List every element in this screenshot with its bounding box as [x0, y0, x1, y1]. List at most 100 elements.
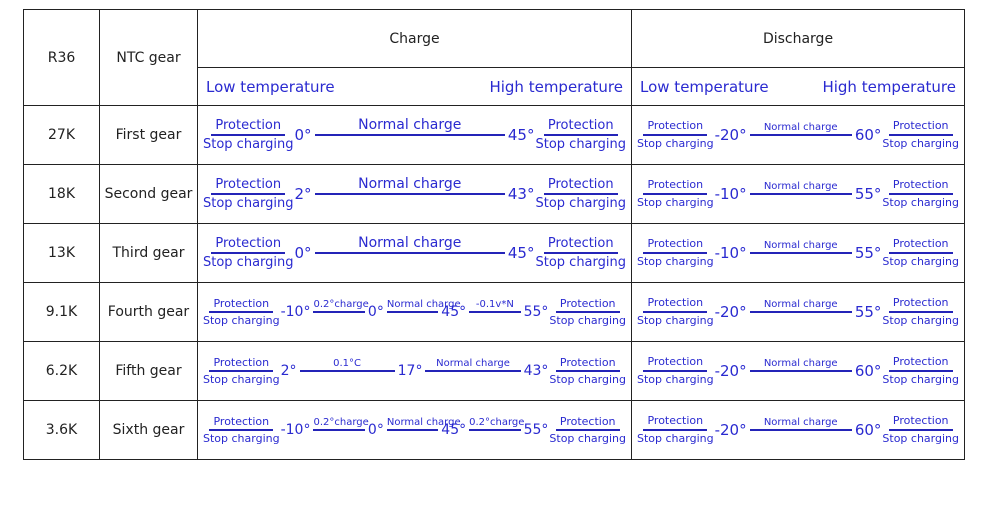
stop-label: Stop charging — [203, 255, 294, 270]
stop-label: Stop charging — [549, 432, 626, 445]
protection: Protection Stop charging — [535, 235, 626, 271]
range-line: Normal charge — [749, 358, 852, 372]
protection: Protection Stop charging — [549, 414, 626, 446]
discharge-cell: Protection Stop charging -20° Normal charge… — [631, 400, 965, 460]
temperature: -10° — [280, 422, 311, 438]
stop-label: Stop charging — [637, 196, 714, 209]
stop-label: Stop charging — [203, 314, 280, 327]
protection-label: Protection — [209, 414, 274, 431]
charge-cell: Protection Stop charging 0° Normal charge 45… — [197, 105, 632, 165]
protection: Protection Stop charging — [549, 355, 626, 387]
protection-label: Protection — [543, 176, 618, 195]
protection-label: Protection — [888, 236, 953, 254]
protection: Protection Stop charging — [535, 176, 626, 212]
gear-cell: Fifth gear — [99, 341, 198, 401]
protection: Protection Stop charging — [882, 354, 959, 388]
discharge-cell: Protection Stop charging -10° Normal charge… — [631, 223, 965, 283]
stop-label: Stop charging — [203, 432, 280, 445]
temperature: 2° — [280, 363, 297, 379]
temperature: -20° — [714, 303, 747, 321]
table-body: R36 NTC gear Charge Discharge Low temper… — [23, 9, 965, 460]
gear-cell: Second gear — [99, 164, 198, 224]
range-line: Normal charge — [386, 417, 461, 431]
range-line: Normal charge — [314, 117, 505, 136]
stop-label: Stop charging — [882, 196, 959, 209]
range-label: 0.2°charge — [469, 417, 525, 428]
protection-label: Protection — [209, 355, 274, 372]
diagram: Protection Stop charging -10° Normal charge… — [632, 177, 964, 211]
protection-label: Protection — [211, 235, 286, 254]
protection-label: Protection — [888, 177, 953, 195]
gear-cell: Third gear — [99, 223, 198, 283]
header-cell: Low temperature High temperature — [631, 67, 965, 106]
diagram: Protection Stop charging -10° 0.2°charge 0° N… — [198, 296, 631, 328]
temperature: 0° — [367, 304, 384, 320]
range-label: Normal charge — [358, 117, 462, 133]
diagram: Protection Stop charging 0° Normal charge 45… — [198, 235, 631, 271]
header-cell: Low temperature High temperature — [197, 67, 632, 106]
protection-label: Protection — [888, 413, 953, 431]
row: 9.1K Fourth gear Protection Stop charging -1… — [23, 282, 965, 342]
temperature: -10° — [280, 304, 311, 320]
protection-label: Protection — [209, 296, 274, 313]
stop-label: Stop charging — [637, 373, 714, 386]
charge-cell: Protection Stop charging 2° Normal charge 43… — [197, 164, 632, 224]
stop-label: Stop charging — [535, 196, 626, 211]
temp-range: Low temperature High temperature — [198, 78, 631, 96]
stop-label: Stop charging — [882, 432, 959, 445]
protection-label: Protection — [888, 354, 953, 372]
protection: Protection Stop charging — [882, 118, 959, 152]
temperature: 60° — [854, 421, 882, 439]
label: High temperature — [822, 77, 956, 96]
range-label: Normal charge — [763, 299, 838, 310]
temperature: 60° — [854, 362, 882, 380]
temp-range: Low temperature High temperature — [632, 78, 964, 96]
diagram: Protection Stop charging 2° Normal charge 43… — [198, 176, 631, 212]
protection: Protection Stop charging — [549, 296, 626, 328]
range-label: Normal charge — [763, 358, 838, 369]
stop-label: Stop charging — [203, 196, 294, 211]
protection-label: Protection — [643, 236, 708, 254]
temperature: 55° — [854, 244, 882, 262]
diagram: Protection Stop charging 0° Normal charge 45… — [198, 117, 631, 153]
protection: Protection Stop charging — [637, 177, 714, 211]
diagram: Protection Stop charging -20° Normal charge… — [632, 354, 964, 388]
range-line: 0.2°charge — [469, 417, 524, 431]
temperature: 0° — [367, 422, 384, 438]
range-label: -0.1v*N — [475, 299, 514, 310]
protection: Protection Stop charging — [637, 354, 714, 388]
stop-label: Stop charging — [535, 255, 626, 270]
protection-label: Protection — [643, 295, 708, 313]
stop-label: Stop charging — [203, 137, 294, 152]
range-line: 0.2°charge — [313, 417, 369, 431]
stop-label: Stop charging — [637, 314, 714, 327]
temperature: 45° — [507, 126, 535, 144]
stop-label: Stop charging — [637, 137, 714, 150]
protection-label: Protection — [643, 413, 708, 431]
temperature: -20° — [714, 421, 747, 439]
stop-label: Stop charging — [535, 137, 626, 152]
row: 18K Second gear Protection Stop charging 2° N… — [23, 164, 965, 224]
protection-label: Protection — [555, 414, 620, 431]
protection: Protection Stop charging — [882, 295, 959, 329]
protection: Protection Stop charging — [637, 236, 714, 270]
stop-label: Stop charging — [203, 373, 280, 386]
gear-cell: Sixth gear — [99, 400, 198, 460]
stop-label: Stop charging — [882, 373, 959, 386]
temperature: 45° — [441, 422, 467, 438]
range-line: Normal charge — [749, 181, 852, 195]
temperature: 45° — [507, 244, 535, 262]
temperature: 17° — [397, 363, 423, 379]
temperature: 2° — [294, 185, 312, 203]
r36-cell: 6.2K — [23, 341, 100, 401]
protection-label: Protection — [211, 117, 286, 136]
protection: Protection Stop charging — [203, 176, 294, 212]
temperature: -10° — [714, 244, 747, 262]
range-line: Normal charge — [749, 299, 852, 313]
protection-label: Protection — [888, 295, 953, 313]
header-row: Low temperature High temperature Low temp… — [24, 67, 965, 106]
temperature: 55° — [523, 304, 549, 320]
temperature: 60° — [854, 126, 882, 144]
protection: Protection Stop charging — [203, 296, 280, 328]
range-label: Normal charge — [763, 417, 838, 428]
